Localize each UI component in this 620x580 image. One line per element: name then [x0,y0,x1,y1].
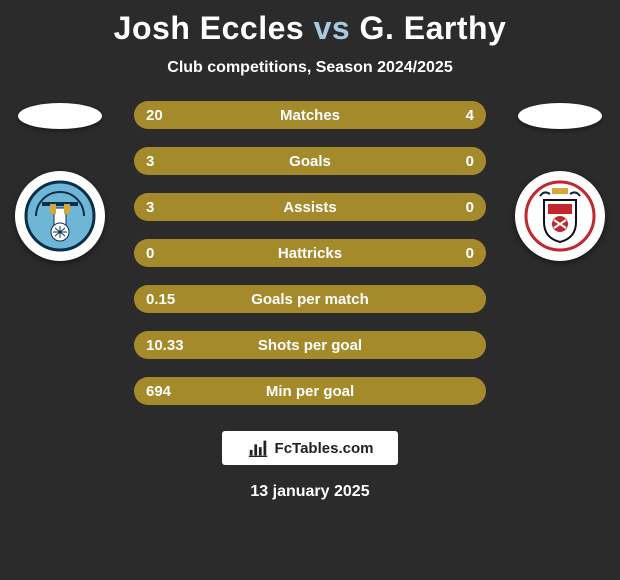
stat-label: Matches [134,107,486,124]
stats-bars: 20Matches43Goals03Assists00Hattricks00.1… [134,101,486,405]
stat-right-value: 0 [466,199,474,216]
player-left-name: Josh Eccles [114,10,305,46]
stat-row: 0Hattricks0 [134,239,486,267]
stat-label: Min per goal [134,383,486,400]
coventry-crest-icon [24,180,96,252]
vs-separator: vs [314,10,360,46]
club-crest-left [15,171,105,261]
stat-right-value: 4 [466,107,474,124]
stat-label: Hattricks [134,245,486,262]
stat-row: 694Min per goal [134,377,486,405]
stat-label: Goals [134,153,486,170]
bristol-crest-icon [524,180,596,252]
player-right-name: G. Earthy [360,10,507,46]
subtitle: Club competitions, Season 2024/2025 [0,59,620,77]
left-side [10,101,110,261]
page-title: Josh Eccles vs G. Earthy [0,0,620,47]
stat-row: 3Assists0 [134,193,486,221]
right-side [510,101,610,261]
stat-label: Shots per goal [134,337,486,354]
stat-row: 3Goals0 [134,147,486,175]
date-label: 13 january 2025 [0,483,620,501]
stat-right-value: 0 [466,245,474,262]
stat-label: Assists [134,199,486,216]
stat-row: 20Matches4 [134,101,486,129]
stat-row: 0.15Goals per match [134,285,486,313]
chart-icon [247,437,269,459]
club-crest-right [515,171,605,261]
stat-label: Goals per match [134,291,486,308]
stat-right-value: 0 [466,153,474,170]
stat-row: 10.33Shots per goal [134,331,486,359]
flag-oval-right [518,103,602,129]
comparison-content: 20Matches43Goals03Assists00Hattricks00.1… [0,101,620,405]
branding-text: FcTables.com [275,440,374,457]
branding-badge: FcTables.com [222,431,398,465]
flag-oval-left [18,103,102,129]
